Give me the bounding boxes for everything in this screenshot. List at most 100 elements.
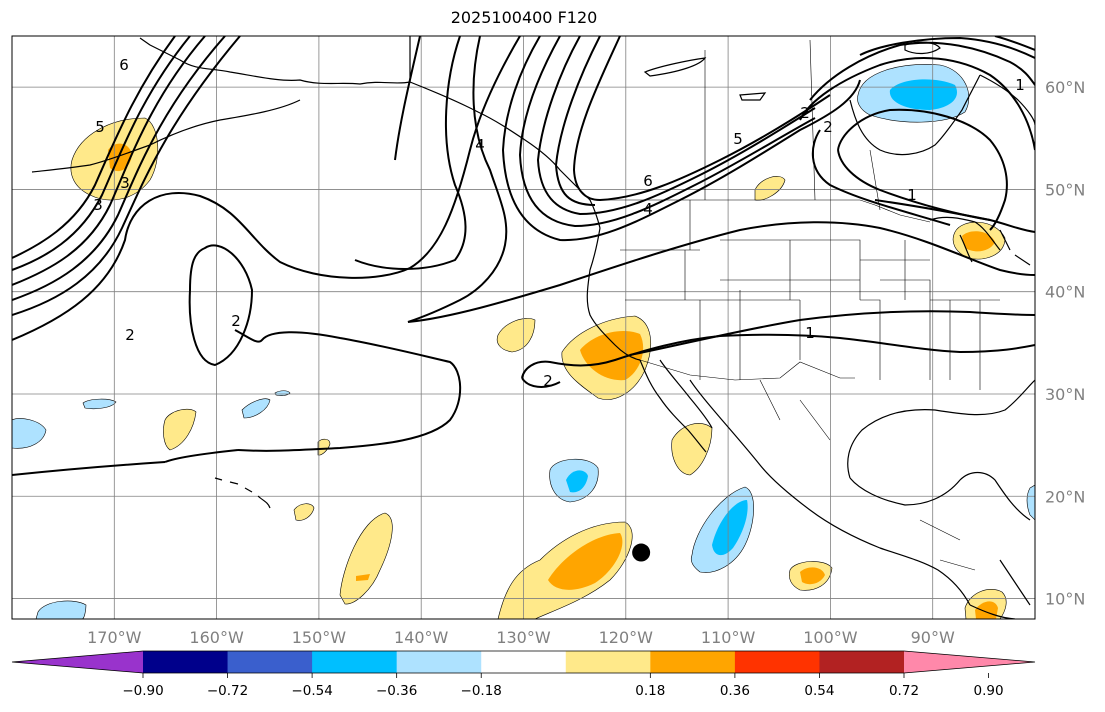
contour-line <box>874 199 1035 233</box>
shade-positive-region <box>754 176 786 201</box>
contour-line <box>12 36 521 341</box>
contour-line <box>629 310 1035 356</box>
shade-positive-region <box>163 408 197 451</box>
coastline-great-lakes <box>929 216 1031 266</box>
location-marker <box>632 543 651 562</box>
lat-tick-label: 40°N <box>1045 283 1085 302</box>
contour-line <box>521 333 1035 379</box>
contour-label: 6 <box>643 172 653 190</box>
shade-negative-region <box>1026 484 1035 521</box>
coastline-gulf <box>847 379 1035 479</box>
coastlines <box>31 36 1035 619</box>
contour-line <box>188 244 254 367</box>
contour-label: 5 <box>733 130 743 148</box>
lat-tick-label: 60°N <box>1045 78 1085 97</box>
shade-positive-region <box>339 512 393 605</box>
contour-line <box>12 36 191 271</box>
lat-tick-label: 20°N <box>1045 487 1085 506</box>
colorbar-extend-max <box>904 651 1035 673</box>
colorbar-bin <box>312 651 398 673</box>
shade-positive-region <box>317 438 331 456</box>
contour-label: 5 <box>95 118 105 136</box>
contour-line <box>799 56 1035 151</box>
coastline-west-us <box>586 227 641 361</box>
lon-tick-label: 150°W <box>292 628 347 647</box>
lat-tick-label: 30°N <box>1045 385 1085 404</box>
colorbar-bin <box>396 651 482 673</box>
coastline-hudson <box>849 74 981 156</box>
contour-label: 2 <box>543 372 553 390</box>
coastline-yucatan <box>849 471 1031 521</box>
political-borders <box>409 36 1000 571</box>
contour-line <box>234 36 462 452</box>
shade-positive-core <box>800 567 825 585</box>
contour-label: 2 <box>125 326 135 344</box>
colorbar-bin <box>565 651 651 673</box>
longitude-labels: 170°W 160°W 150°W 140°W 130°W 120°W 110°W 100°W… <box>87 628 955 647</box>
contour-line <box>12 36 241 316</box>
colorbar-tick-label: −0.72 <box>207 683 248 699</box>
contour-line <box>994 36 1035 51</box>
shade-negative-region <box>35 600 87 619</box>
shade-negative-core <box>566 470 588 493</box>
lon-tick-label: 170°W <box>87 628 142 647</box>
contour-label: 1 <box>1015 76 1025 94</box>
shade-negative-region <box>82 398 117 410</box>
coastline-mexico <box>689 379 971 606</box>
border-us-canada <box>600 199 931 223</box>
border-mexico-states <box>759 379 976 571</box>
shade-negative-region <box>241 398 271 419</box>
colorbar-tick-label: −0.18 <box>461 683 502 699</box>
contour-line <box>811 108 1008 231</box>
colorbar-tick-label: −0.90 <box>122 683 163 699</box>
shade-positive-core <box>580 331 644 381</box>
contour-label: 4 <box>475 136 485 154</box>
contour-line <box>12 36 176 259</box>
border-states <box>620 200 1000 390</box>
contour-line <box>12 36 206 286</box>
colorbar-tick-label: −0.36 <box>376 683 417 699</box>
shade-positive-core <box>356 574 370 581</box>
colorbar-bin <box>819 651 905 673</box>
colorbar-tick-label: 0.90 <box>974 683 1004 699</box>
contour-label: 2 <box>231 312 241 330</box>
latitude-labels: 10°N 20°N 30°N 40°N 50°N 60°N <box>1045 78 1085 608</box>
colorbar-bin <box>734 651 820 673</box>
map-title: 2025100400 F120 <box>450 8 598 27</box>
contour-label: 1 <box>907 186 917 204</box>
shade-negative-region <box>12 418 47 449</box>
shade-positive-core <box>548 533 623 590</box>
colorbar-tick-label: 0.72 <box>889 683 919 699</box>
colorbar-bin <box>227 651 313 673</box>
coastline-aleutians <box>31 99 301 173</box>
lon-tick-label: 160°W <box>189 628 244 647</box>
lon-tick-label: 110°W <box>701 628 756 647</box>
lon-tick-label: 130°W <box>496 628 551 647</box>
shade-negative-core <box>712 500 748 556</box>
contour-label: 2 <box>823 118 833 136</box>
contour-line <box>837 149 991 221</box>
contour-line <box>521 377 561 388</box>
shaded-anomalies <box>12 64 1035 619</box>
lon-tick-label: 100°W <box>803 628 858 647</box>
lon-tick-label: 120°W <box>599 628 654 647</box>
contour-line <box>536 36 816 216</box>
coastline-labrador <box>979 74 1035 126</box>
contour-line <box>407 36 1035 323</box>
colorbar: −0.90 −0.72 −0.54 −0.36 −0.18 0.18 0.36 0.54 0.7… <box>11 650 1036 699</box>
lon-tick-label: 140°W <box>394 628 449 647</box>
contour-line <box>554 36 601 206</box>
lat-tick-label: 10°N <box>1045 590 1085 609</box>
colorbar-tick-label: 0.36 <box>720 683 750 699</box>
contour-line <box>501 36 861 242</box>
colorbar-bin <box>650 651 736 673</box>
colorbar-extend-min <box>12 651 143 673</box>
coastline-hawaii <box>214 477 271 509</box>
colorbar-tick-label: −0.54 <box>291 683 332 699</box>
contour-line <box>12 36 226 301</box>
contour-label: 3 <box>93 196 103 214</box>
contour-label: 6 <box>119 56 129 74</box>
contour-label: 4 <box>643 200 653 218</box>
